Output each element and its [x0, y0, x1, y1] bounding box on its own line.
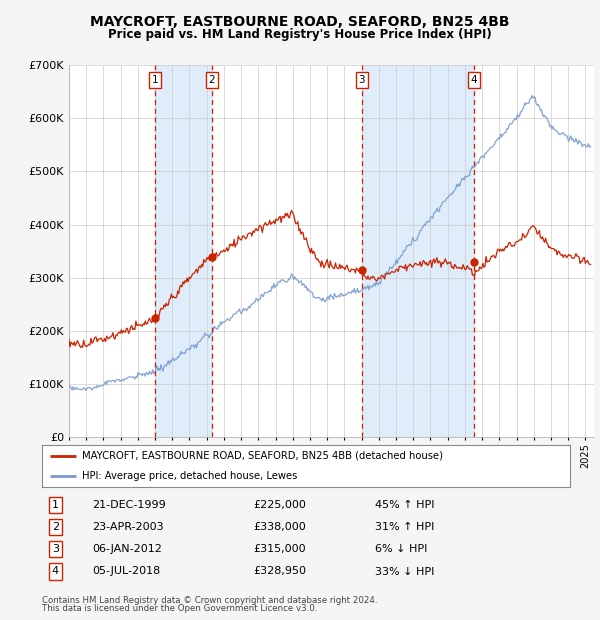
- Text: 31% ↑ HPI: 31% ↑ HPI: [374, 522, 434, 533]
- Text: £328,950: £328,950: [253, 567, 306, 577]
- Text: This data is licensed under the Open Government Licence v3.0.: This data is licensed under the Open Gov…: [42, 604, 317, 613]
- Text: 1: 1: [52, 500, 59, 510]
- Text: 06-JAN-2012: 06-JAN-2012: [92, 544, 162, 554]
- Bar: [155, 65, 212, 437]
- Bar: [362, 65, 473, 437]
- Text: 6% ↓ HPI: 6% ↓ HPI: [374, 544, 427, 554]
- Text: 33% ↓ HPI: 33% ↓ HPI: [374, 567, 434, 577]
- Text: 45% ↑ HPI: 45% ↑ HPI: [374, 500, 434, 510]
- Text: £315,000: £315,000: [253, 544, 306, 554]
- Text: £338,000: £338,000: [253, 522, 306, 533]
- Text: 2: 2: [52, 522, 59, 533]
- Text: HPI: Average price, detached house, Lewes: HPI: Average price, detached house, Lewe…: [82, 471, 297, 481]
- Text: 4: 4: [52, 567, 59, 577]
- Text: MAYCROFT, EASTBOURNE ROAD, SEAFORD, BN25 4BB (detached house): MAYCROFT, EASTBOURNE ROAD, SEAFORD, BN25…: [82, 451, 443, 461]
- Text: MAYCROFT, EASTBOURNE ROAD, SEAFORD, BN25 4BB: MAYCROFT, EASTBOURNE ROAD, SEAFORD, BN25…: [90, 15, 510, 29]
- Text: 3: 3: [358, 75, 365, 85]
- Text: 05-JUL-2018: 05-JUL-2018: [92, 567, 160, 577]
- Text: 1: 1: [152, 75, 158, 85]
- Text: 21-DEC-1999: 21-DEC-1999: [92, 500, 166, 510]
- Text: Price paid vs. HM Land Registry's House Price Index (HPI): Price paid vs. HM Land Registry's House …: [108, 28, 492, 40]
- Text: Contains HM Land Registry data © Crown copyright and database right 2024.: Contains HM Land Registry data © Crown c…: [42, 596, 377, 604]
- Text: £225,000: £225,000: [253, 500, 306, 510]
- Text: 3: 3: [52, 544, 59, 554]
- Text: 2: 2: [209, 75, 215, 85]
- Text: 23-APR-2003: 23-APR-2003: [92, 522, 164, 533]
- Text: 4: 4: [470, 75, 477, 85]
